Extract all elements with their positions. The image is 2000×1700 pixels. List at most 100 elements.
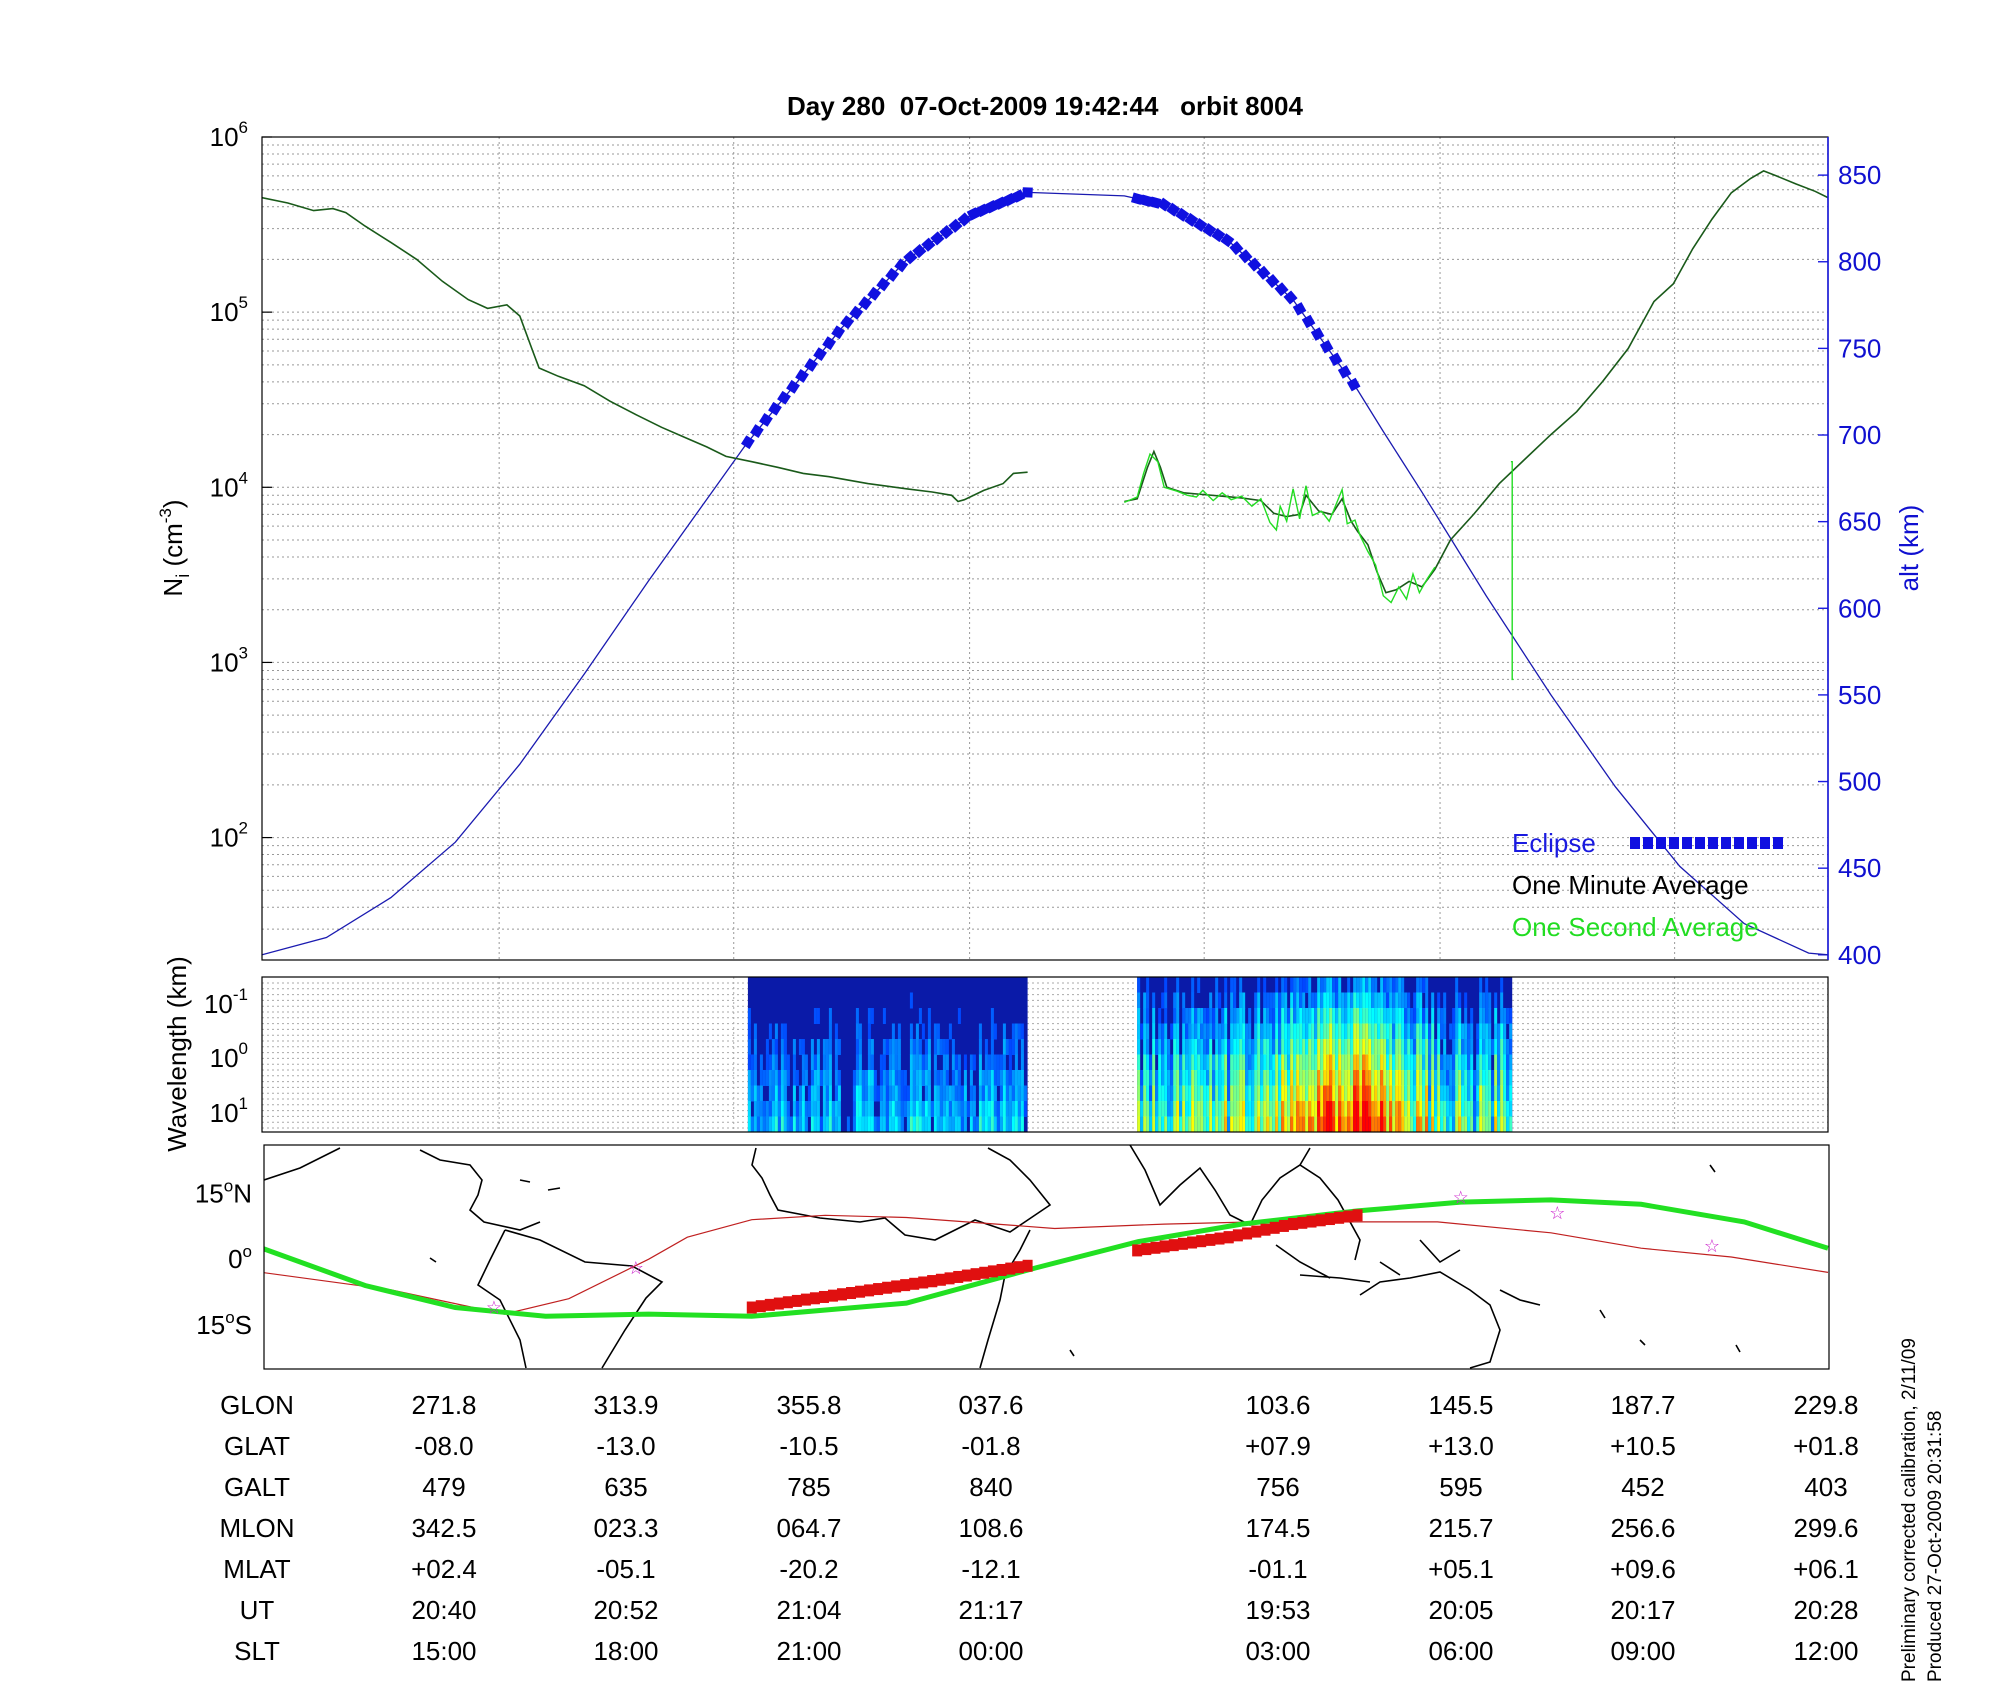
spectrogram-cell: [753, 1054, 757, 1071]
spectrogram-cell: [864, 1070, 868, 1086]
spectrogram-cell: [1377, 1101, 1381, 1117]
spectrogram-cell: [1338, 1023, 1342, 1040]
spectrogram-cell: [1359, 1085, 1363, 1102]
spectrogram-cell: [1446, 1085, 1450, 1102]
spectrogram-cell: [1290, 977, 1294, 993]
spectrogram-cell: [1203, 1101, 1207, 1117]
spectrogram-cell: [1419, 977, 1423, 993]
spectrogram-cell: [1017, 1116, 1021, 1133]
spectrogram-cell: [1173, 1101, 1177, 1117]
spectrogram-cell: [1293, 1039, 1297, 1055]
spectrogram-cell: [762, 1070, 766, 1086]
spectrogram-cell: [963, 1101, 967, 1117]
spectrogram-cell: [1476, 1116, 1480, 1133]
spectrogram-cell: [873, 1085, 877, 1102]
spectrogram-cell: [1281, 992, 1285, 1009]
spectrogram-cell: [1455, 1070, 1459, 1086]
spectrogram-cell: [1335, 1023, 1339, 1040]
spectrogram-cell: [1398, 1054, 1402, 1071]
spectrogram-cell: [912, 1070, 916, 1086]
spectrogram-cell: [1005, 1039, 1009, 1055]
spectrogram-cell: [1176, 1039, 1180, 1055]
spectrogram-cell: [1245, 1023, 1249, 1040]
spectrogram-cell: [900, 1070, 904, 1086]
spectrogram-cell: [1209, 1039, 1213, 1055]
spectrogram-cell: [1302, 977, 1306, 993]
spectrogram-cell: [1191, 1070, 1195, 1086]
spectrogram-cell: [1311, 1054, 1315, 1071]
map-eclipse-marker: [764, 1298, 775, 1311]
spectrogram-cell: [1392, 1070, 1396, 1086]
spectrogram-cell: [1401, 1054, 1405, 1071]
spectrogram-cell: [1242, 1054, 1246, 1071]
spectrogram-cell: [954, 1116, 958, 1133]
spectrogram-cell: [837, 1116, 841, 1133]
spectrogram-cell: [1269, 1023, 1273, 1040]
map-eclipse-marker: [846, 1287, 857, 1300]
spectrogram-cell: [945, 1054, 949, 1071]
map-eclipse-marker: [961, 1269, 972, 1282]
spectrogram-cell: [1167, 1070, 1171, 1086]
spectrogram-cell: [1443, 1039, 1447, 1055]
eclipse-marker: [1229, 240, 1244, 256]
spectrogram-cell: [933, 1070, 937, 1086]
ephemeris-cell: +06.1: [1793, 1554, 1859, 1584]
spectrogram-cell: [1146, 1085, 1150, 1102]
spectrogram-cell: [1377, 1070, 1381, 1086]
spectrogram-cell: [1224, 1054, 1228, 1071]
spectrogram-cell: [1293, 1054, 1297, 1071]
spectrogram-cell: [1143, 1116, 1147, 1133]
spectrogram-cell: [768, 1085, 772, 1102]
spectrogram-cell: [1275, 1023, 1279, 1040]
spectrogram-cell: [1239, 1116, 1243, 1133]
spectrogram-cell: [1395, 1054, 1399, 1071]
eclipse-marker: [885, 267, 900, 282]
spectrogram-cell: [1242, 1070, 1246, 1086]
spectrogram-cell: [1509, 1023, 1513, 1040]
eclipse-marker: [1166, 202, 1181, 217]
spectrogram-cell: [1206, 1023, 1210, 1040]
spectrogram-cell: [1182, 1039, 1186, 1055]
altitude-line: [262, 191, 1828, 956]
spectrogram-cell: [1266, 1008, 1270, 1024]
spectrogram-cell: [1398, 992, 1402, 1009]
spectrogram-cell: [942, 1054, 946, 1071]
spectrogram-cell: [996, 1116, 1000, 1133]
spectrogram-cell: [975, 1116, 979, 1133]
spectrogram-cell: [1482, 1008, 1486, 1024]
spectrogram-cell: [1260, 1039, 1264, 1055]
spectrogram-cell: [894, 1101, 898, 1117]
spectrogram-cell: [1296, 1039, 1300, 1055]
spectrogram-cell: [1002, 1085, 1006, 1102]
spectrogram-cell: [1287, 1116, 1291, 1133]
spectrogram-cell: [1464, 1101, 1468, 1117]
alt-tick-label-right: 450: [1838, 853, 1881, 883]
map-eclipse-marker: [1242, 1227, 1253, 1240]
spectrogram-cell: [1218, 1085, 1222, 1102]
spectrogram-cell: [1380, 977, 1384, 993]
spectrogram-cell: [1260, 1054, 1264, 1071]
spectrogram-cell: [1299, 1023, 1303, 1040]
spectrogram-cell: [1380, 1101, 1384, 1117]
spectrogram-cell: [1020, 1039, 1024, 1055]
eclipse-marker: [1140, 194, 1153, 207]
spectrogram-cell: [1143, 1039, 1147, 1055]
spectrogram-cell: [1287, 1008, 1291, 1024]
spectrogram-cell: [1488, 1116, 1492, 1133]
spectrogram-cell: [939, 1085, 943, 1102]
spectrogram-cell: [1437, 1085, 1441, 1102]
spectrogram-cell: [1272, 1070, 1276, 1086]
ephemeris-cell: -01.8: [961, 1431, 1020, 1461]
spectrogram-cell: [984, 1054, 988, 1071]
spectrogram-cell: [1440, 1008, 1444, 1024]
spectrogram-cell: [747, 1070, 751, 1086]
spectrogram-cell: [1341, 1008, 1345, 1024]
svg-text:Ni (cm-3): Ni (cm-3): [156, 499, 193, 596]
spectrogram-cell: [1362, 992, 1366, 1009]
spectrogram-cell: [1470, 1008, 1474, 1024]
spectrogram-cell: [951, 1054, 955, 1071]
spectrogram-cell: [1230, 1116, 1234, 1133]
spectrogram-cell: [1233, 1070, 1237, 1086]
spectrogram-cell: [885, 1116, 889, 1133]
spectrogram-cell: [909, 1054, 913, 1071]
